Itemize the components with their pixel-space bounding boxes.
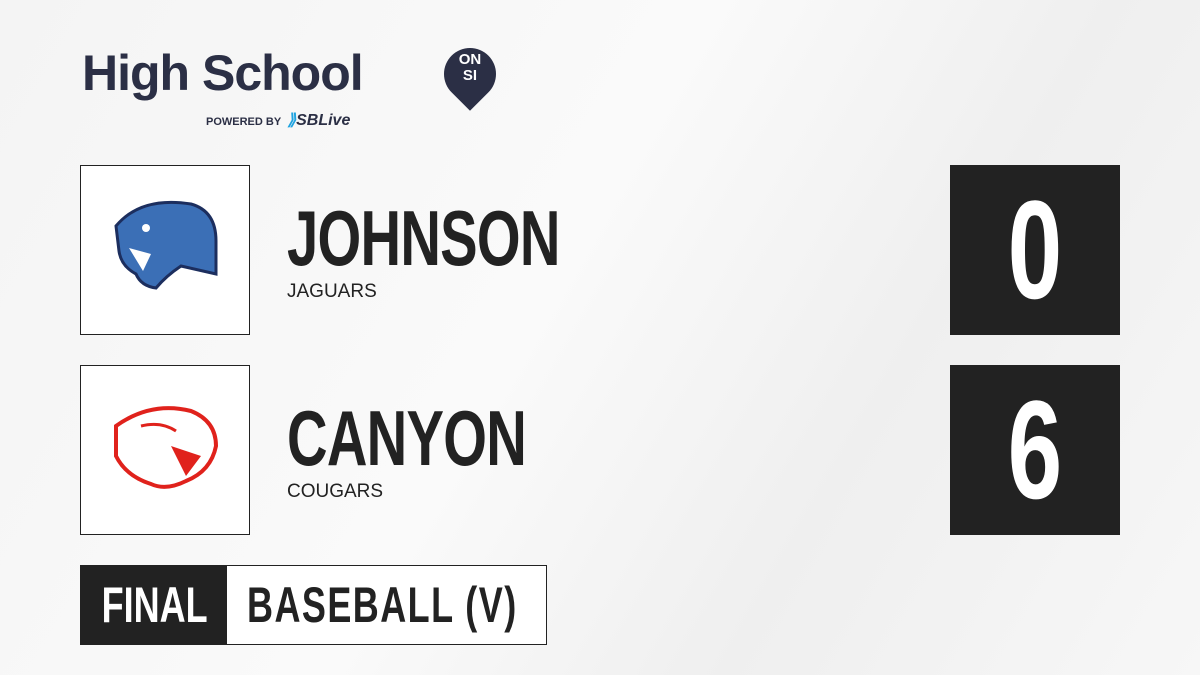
brand-logo: High School ON SI POWERED BY ⟫SBLive [82, 37, 507, 129]
team-mascot: COUGARS [287, 481, 384, 502]
game-status-bar: FINAL BASEBALL (V) [80, 565, 547, 645]
jaguar-logo-icon [114, 200, 218, 290]
team-score: 0 [950, 165, 1120, 335]
powered-by: POWERED BY ⟫SBLive [206, 112, 351, 129]
team-score: 6 [950, 365, 1120, 535]
team-name: CANYON [287, 394, 527, 482]
pin-badge: ON SI [458, 51, 482, 84]
team-logo-canyon [80, 365, 250, 535]
brand-title: High School [82, 45, 364, 101]
sport-label: BASEBALL (V) [247, 577, 518, 633]
team-name: JOHNSON [287, 194, 560, 282]
status-badge: FINAL [81, 566, 227, 644]
cougar-logo-icon [114, 406, 219, 489]
sblive-logo: ⟫SBLive [287, 112, 351, 129]
team-mascot: JAGUARS [287, 281, 377, 302]
team-logo-johnson [80, 165, 250, 335]
